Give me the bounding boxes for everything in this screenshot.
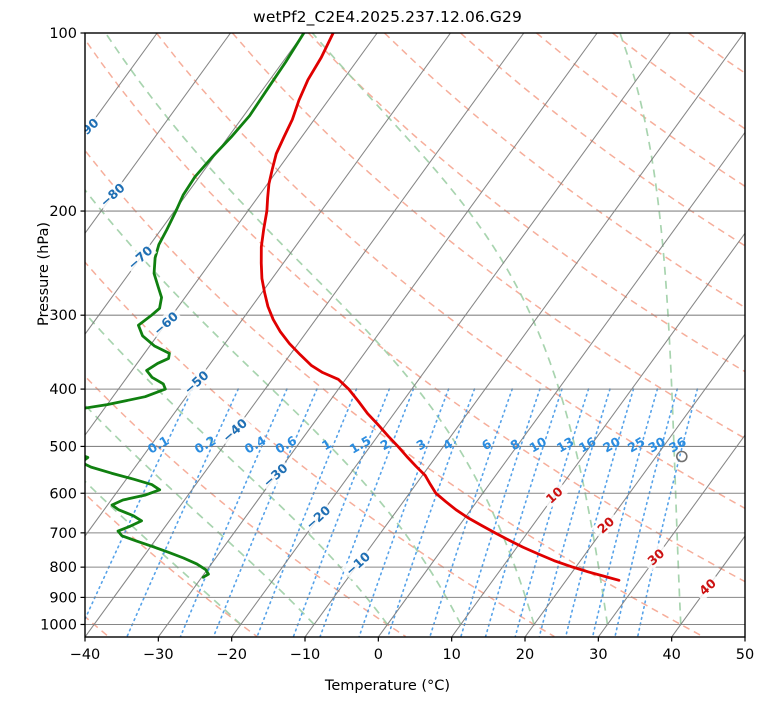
page-title: wetPf2_C2E4.2025.237.12.06.G29 <box>253 8 522 26</box>
y-tick-label: 800 <box>49 560 77 576</box>
dewpoint-profile-line <box>85 33 306 579</box>
dry-adiabat-group <box>85 33 745 637</box>
y-tick-label: 900 <box>49 590 77 606</box>
lcl-marker <box>676 450 688 463</box>
x-tick-label: 40 <box>662 647 680 663</box>
y-tick-label: 100 <box>49 26 77 42</box>
y-tick-label: 200 <box>49 204 77 220</box>
x-tick-label: 20 <box>516 647 534 663</box>
y-tick-label: 1000 <box>40 617 77 633</box>
x-tick-label: −40 <box>70 647 101 663</box>
x-tick-label: 0 <box>374 647 383 663</box>
x-tick-label: 10 <box>442 647 460 663</box>
temperature-profile-line <box>259 33 621 582</box>
x-tick-label: −10 <box>290 647 321 663</box>
moist-adiabat-group <box>85 33 682 626</box>
plot-frame <box>84 32 746 638</box>
y-tick-label: 600 <box>49 486 77 502</box>
plot-background <box>85 33 745 637</box>
y-tick-label: 700 <box>49 526 77 542</box>
x-tick-label: 50 <box>736 647 754 663</box>
lcl-marker-group <box>676 450 688 463</box>
profile-group <box>85 33 621 582</box>
y-tick-label: 300 <box>49 308 77 324</box>
y-tick-label: 400 <box>49 382 77 398</box>
x-axis-label: Temperature (°C) <box>324 678 451 694</box>
x-tick-label: −20 <box>216 647 247 663</box>
mixing-ratio-group <box>85 388 699 637</box>
x-tick-label: 30 <box>589 647 607 663</box>
x-tick-label: −30 <box>143 647 174 663</box>
y-tick-label: 500 <box>49 439 77 455</box>
